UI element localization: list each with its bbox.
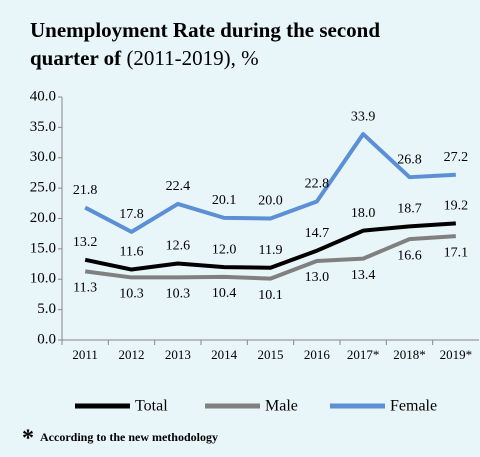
data-label: 20.1 bbox=[212, 193, 237, 208]
y-tick-label: 15.0 bbox=[30, 240, 56, 256]
y-tick-label: 20.0 bbox=[30, 210, 56, 226]
chart-title: quarter of bbox=[30, 46, 122, 70]
data-label: 14.7 bbox=[305, 226, 330, 241]
x-tick-label: 2015 bbox=[258, 347, 284, 362]
legend-label: Male bbox=[265, 398, 298, 415]
y-tick-label: 25.0 bbox=[30, 180, 56, 196]
data-label: 19.2 bbox=[444, 199, 469, 214]
chart-title: quarter of (2011-2019), % bbox=[30, 46, 259, 70]
x-tick-label: 2018* bbox=[393, 347, 426, 362]
data-label: 11.9 bbox=[259, 243, 283, 258]
x-tick-label: 2013 bbox=[165, 347, 191, 362]
data-label: 17.1 bbox=[444, 245, 469, 260]
footnote-mark: * bbox=[22, 426, 34, 452]
legend-label: Total bbox=[135, 398, 168, 415]
data-label: 13.0 bbox=[305, 270, 330, 285]
data-label: 17.8 bbox=[119, 207, 144, 222]
x-tick-label: 2011 bbox=[72, 347, 98, 362]
data-label: 10.4 bbox=[212, 286, 237, 301]
data-label: 13.4 bbox=[351, 268, 376, 283]
x-tick-label: 2016 bbox=[304, 347, 331, 362]
data-label: 18.0 bbox=[351, 206, 376, 221]
y-tick-label: 10.0 bbox=[30, 271, 56, 287]
chart-title: (2011-2019), % bbox=[126, 46, 258, 70]
series-line bbox=[84, 234, 456, 281]
series-line bbox=[84, 221, 456, 272]
y-tick-label: 40.0 bbox=[30, 88, 56, 104]
data-label: 12.0 bbox=[212, 242, 237, 257]
data-label: 33.9 bbox=[351, 109, 376, 124]
chart-title: Unemployment Rate during the second bbox=[30, 18, 380, 42]
data-label: 16.6 bbox=[397, 248, 422, 263]
data-label: 22.4 bbox=[166, 179, 191, 194]
data-label: 27.2 bbox=[444, 150, 469, 165]
y-tick-label: 30.0 bbox=[30, 149, 56, 165]
data-label: 11.3 bbox=[73, 281, 97, 296]
x-tick-label: 2017* bbox=[347, 347, 380, 362]
x-tick-label: 2014 bbox=[211, 347, 238, 362]
legend-label: Female bbox=[390, 398, 437, 415]
y-tick-label: 5.0 bbox=[37, 301, 56, 317]
data-label: 10.1 bbox=[258, 288, 283, 303]
series-line bbox=[84, 132, 456, 234]
x-tick-label: 2012 bbox=[119, 347, 145, 362]
data-label: 20.0 bbox=[258, 194, 283, 209]
data-label: 22.8 bbox=[305, 177, 330, 192]
data-label: 10.3 bbox=[166, 287, 191, 302]
data-label: 13.2 bbox=[73, 235, 98, 250]
data-label: 10.3 bbox=[119, 287, 144, 302]
data-label: 12.6 bbox=[166, 239, 191, 254]
x-tick-label: 2019* bbox=[440, 347, 473, 362]
data-label: 11.6 bbox=[120, 245, 144, 260]
data-label: 18.7 bbox=[397, 202, 422, 217]
y-tick-label: 0.0 bbox=[37, 331, 56, 347]
data-label: 26.8 bbox=[397, 152, 422, 167]
y-tick-label: 35.0 bbox=[30, 119, 56, 135]
footnote: According to the new methodology bbox=[40, 430, 218, 444]
data-label: 21.8 bbox=[73, 183, 98, 198]
